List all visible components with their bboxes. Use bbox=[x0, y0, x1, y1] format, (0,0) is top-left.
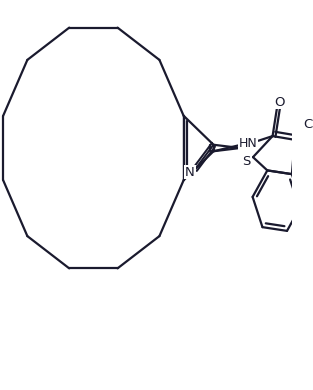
Text: O: O bbox=[275, 96, 285, 109]
Text: N: N bbox=[185, 166, 195, 179]
Text: Cl: Cl bbox=[303, 118, 313, 131]
Text: S: S bbox=[242, 154, 251, 168]
Text: S: S bbox=[243, 138, 252, 151]
Text: HN: HN bbox=[239, 136, 257, 150]
